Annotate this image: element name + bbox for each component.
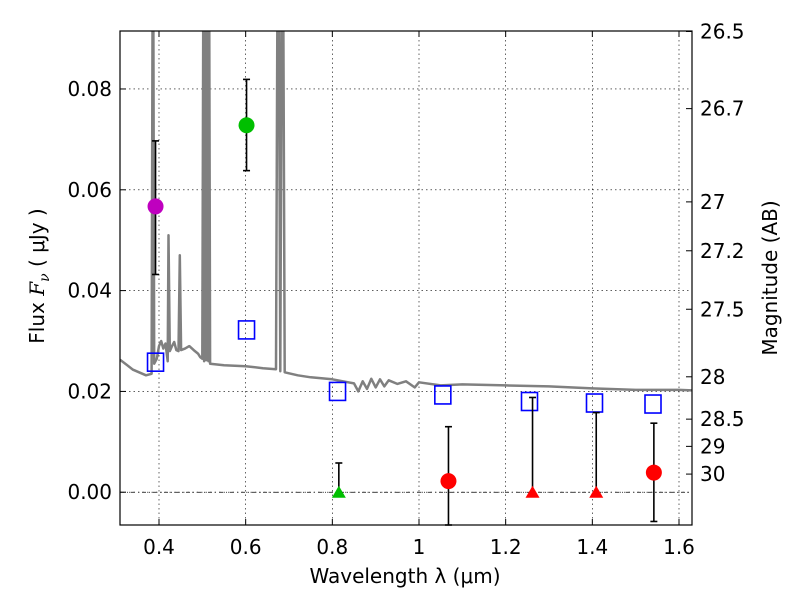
observed-point-circle bbox=[238, 117, 255, 134]
y-tick-label: 0.08 bbox=[67, 77, 112, 101]
observed-point-circle bbox=[645, 464, 662, 481]
y-tick-label: 0.06 bbox=[67, 178, 112, 202]
y-tick-label: 0.04 bbox=[67, 279, 112, 303]
magnitude-tick-label: 26.5 bbox=[700, 20, 745, 44]
plot-frame bbox=[119, 30, 693, 526]
x-tick-label: 0.8 bbox=[316, 535, 348, 559]
template-spectrum-line bbox=[120, 31, 692, 393]
model-photometry-series bbox=[146, 320, 662, 414]
magnitude-tick-label: 26.7 bbox=[700, 97, 745, 121]
magnitude-axis-label: Magnitude (AB) bbox=[758, 200, 782, 355]
x-tick-label: 0.4 bbox=[143, 535, 175, 559]
model-point-square bbox=[520, 391, 539, 412]
model-point-square bbox=[585, 393, 604, 413]
y-axis-label: Flux Fν ( μJy ) bbox=[25, 208, 53, 343]
x-tick-label: 1.6 bbox=[663, 535, 695, 559]
model-point-square bbox=[328, 381, 347, 402]
magnitude-tick-label: 27.5 bbox=[700, 297, 745, 321]
model-point-square bbox=[434, 385, 452, 405]
observed-photometry-series bbox=[147, 78, 662, 526]
magnitude-tick-label: 27 bbox=[700, 190, 725, 214]
x-tick-label: 1.2 bbox=[490, 535, 522, 559]
magnitude-tick-label: 28 bbox=[700, 365, 725, 389]
template-spectrum bbox=[120, 31, 692, 393]
magnitude-tick-label: 27.2 bbox=[700, 239, 745, 263]
magnitude-axis-ticks: 26.5 26.7 27 27.2 27.5 28 28.5 29 30 bbox=[686, 20, 745, 486]
observed-point-upper-limit-triangle bbox=[525, 485, 540, 498]
magnitude-tick-label: 28.5 bbox=[700, 407, 745, 431]
y-axis-ticks: 0.00 0.02 0.04 0.06 0.08 bbox=[67, 77, 126, 504]
x-axis-label: Wavelength λ (μm) bbox=[309, 564, 500, 588]
x-tick-label: 1.4 bbox=[576, 535, 608, 559]
x-tick-label: 1 bbox=[413, 535, 426, 559]
magnitude-tick-label: 29 bbox=[700, 434, 725, 458]
y-tick-label: 0.00 bbox=[67, 480, 112, 504]
magnitude-tick-label: 30 bbox=[700, 462, 725, 486]
model-point-square bbox=[146, 352, 165, 372]
observed-point-circle bbox=[147, 198, 164, 215]
model-point-square bbox=[644, 394, 662, 414]
observed-point-upper-limit-triangle bbox=[589, 485, 604, 498]
x-tick-label: 0.6 bbox=[230, 535, 262, 559]
observed-point-upper-limit-triangle bbox=[331, 485, 346, 498]
y-tick-label: 0.02 bbox=[67, 379, 112, 403]
observed-point-circle bbox=[440, 473, 457, 490]
model-point-square bbox=[237, 320, 256, 340]
x-axis-ticks: 0.4 0.6 0.8 1 1.2 1.4 1.6 bbox=[143, 31, 695, 559]
